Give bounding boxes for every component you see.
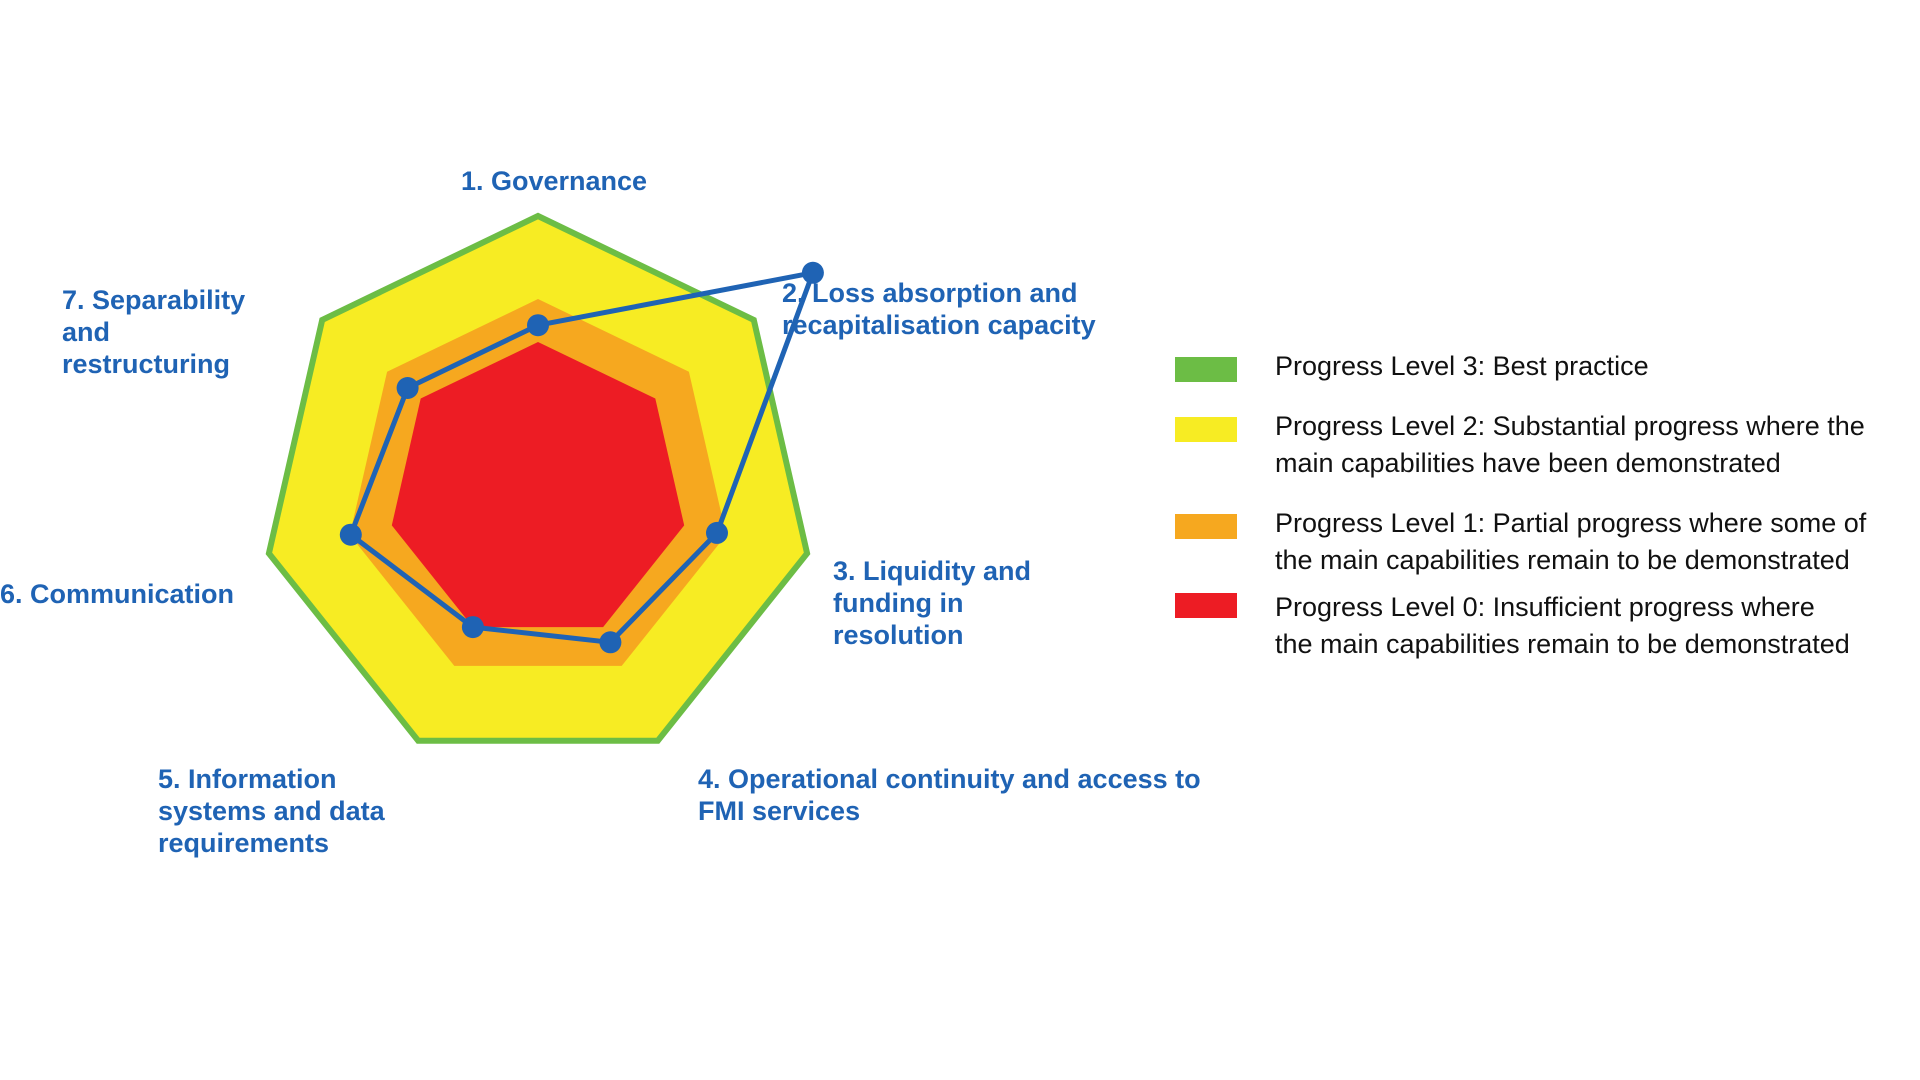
progress-bands — [265, 212, 811, 744]
legend-text-line: the main capabilities remain to be demon… — [1275, 629, 1850, 659]
axis-label-2: 2. Loss absorption and recapitalisation c… — [782, 278, 1096, 340]
axis-label-line: 4. Operational continuity and access to — [698, 764, 1200, 794]
axis-label-line: systems and data — [158, 796, 386, 826]
axis-label-5: 5. Information systems and data requiremen… — [158, 764, 386, 858]
axis-label-line: 7. Separability — [62, 285, 245, 315]
series-point-6 — [339, 523, 362, 546]
radar-chart: 1. Governance 2. Loss absorption and recap… — [0, 166, 1200, 858]
legend-text-line: main capabilities have been demonstrated — [1275, 448, 1781, 478]
legend-text-line: Progress Level 2: Substantial progress w… — [1275, 411, 1865, 441]
axis-labels: 1. Governance 2. Loss absorption and recap… — [0, 166, 1200, 858]
legend-text-line: Progress Level 1: Partial progress where… — [1275, 508, 1867, 538]
series-line — [348, 270, 816, 645]
axis-label-line: funding in — [833, 588, 963, 618]
axis-label-7: 7. Separability and restructuring — [62, 285, 245, 379]
legend-text-line: Progress Level 0: Insufficient progress … — [1275, 592, 1815, 622]
axis-label-3: 3. Liquidity and funding in resolution — [833, 556, 1031, 650]
legend-item-level-3: Progress Level 3: Best practice — [1175, 348, 1920, 408]
legend-item-level-0: Progress Level 0: Insufficient progress … — [1175, 589, 1920, 673]
legend-text-line: Progress Level 3: Best practice — [1275, 351, 1649, 381]
axis-label-line: and — [62, 317, 110, 347]
legend-swatch-level-0 — [1175, 593, 1237, 618]
series-point-1 — [527, 314, 549, 337]
series-point-3 — [706, 521, 728, 544]
axis-label-line: 1. Governance — [461, 166, 647, 196]
axis-label-line: resolution — [833, 620, 964, 650]
axis-label-line: recapitalisation capacity — [782, 310, 1096, 340]
series-point-2 — [801, 261, 824, 284]
series-point-7 — [396, 377, 419, 399]
legend-swatch-level-2 — [1175, 417, 1237, 442]
axis-label-4: 4. Operational continuity and access to F… — [698, 764, 1200, 826]
series-layer — [339, 261, 824, 654]
axis-label-line: 3. Liquidity and — [833, 556, 1031, 586]
axis-label-line: 6. Communication — [0, 579, 234, 609]
axis-label-line: requirements — [158, 828, 329, 858]
axis-label-line: 2. Loss absorption and — [782, 278, 1078, 308]
series-point-5 — [461, 616, 484, 639]
legend-swatch-level-1 — [1175, 514, 1237, 539]
legend-swatch-level-3 — [1175, 357, 1237, 382]
legend-text-line: the main capabilities remain to be demon… — [1275, 545, 1850, 575]
axis-label-line: restructuring — [62, 349, 230, 379]
band-level-0 — [391, 342, 685, 628]
series-point-4 — [599, 631, 622, 654]
legend-item-level-2: Progress Level 2: Substantial progress w… — [1175, 408, 1920, 505]
axis-label-1: 1. Governance — [461, 166, 647, 196]
axis-label-6: 6. Communication — [0, 579, 234, 609]
axis-label-line: FMI services — [698, 796, 860, 826]
legend-item-level-1: Progress Level 1: Partial progress where… — [1175, 505, 1920, 589]
legend: Progress Level 3: Best practice Progress… — [1175, 348, 1920, 673]
axis-label-line: 5. Information — [158, 764, 337, 794]
